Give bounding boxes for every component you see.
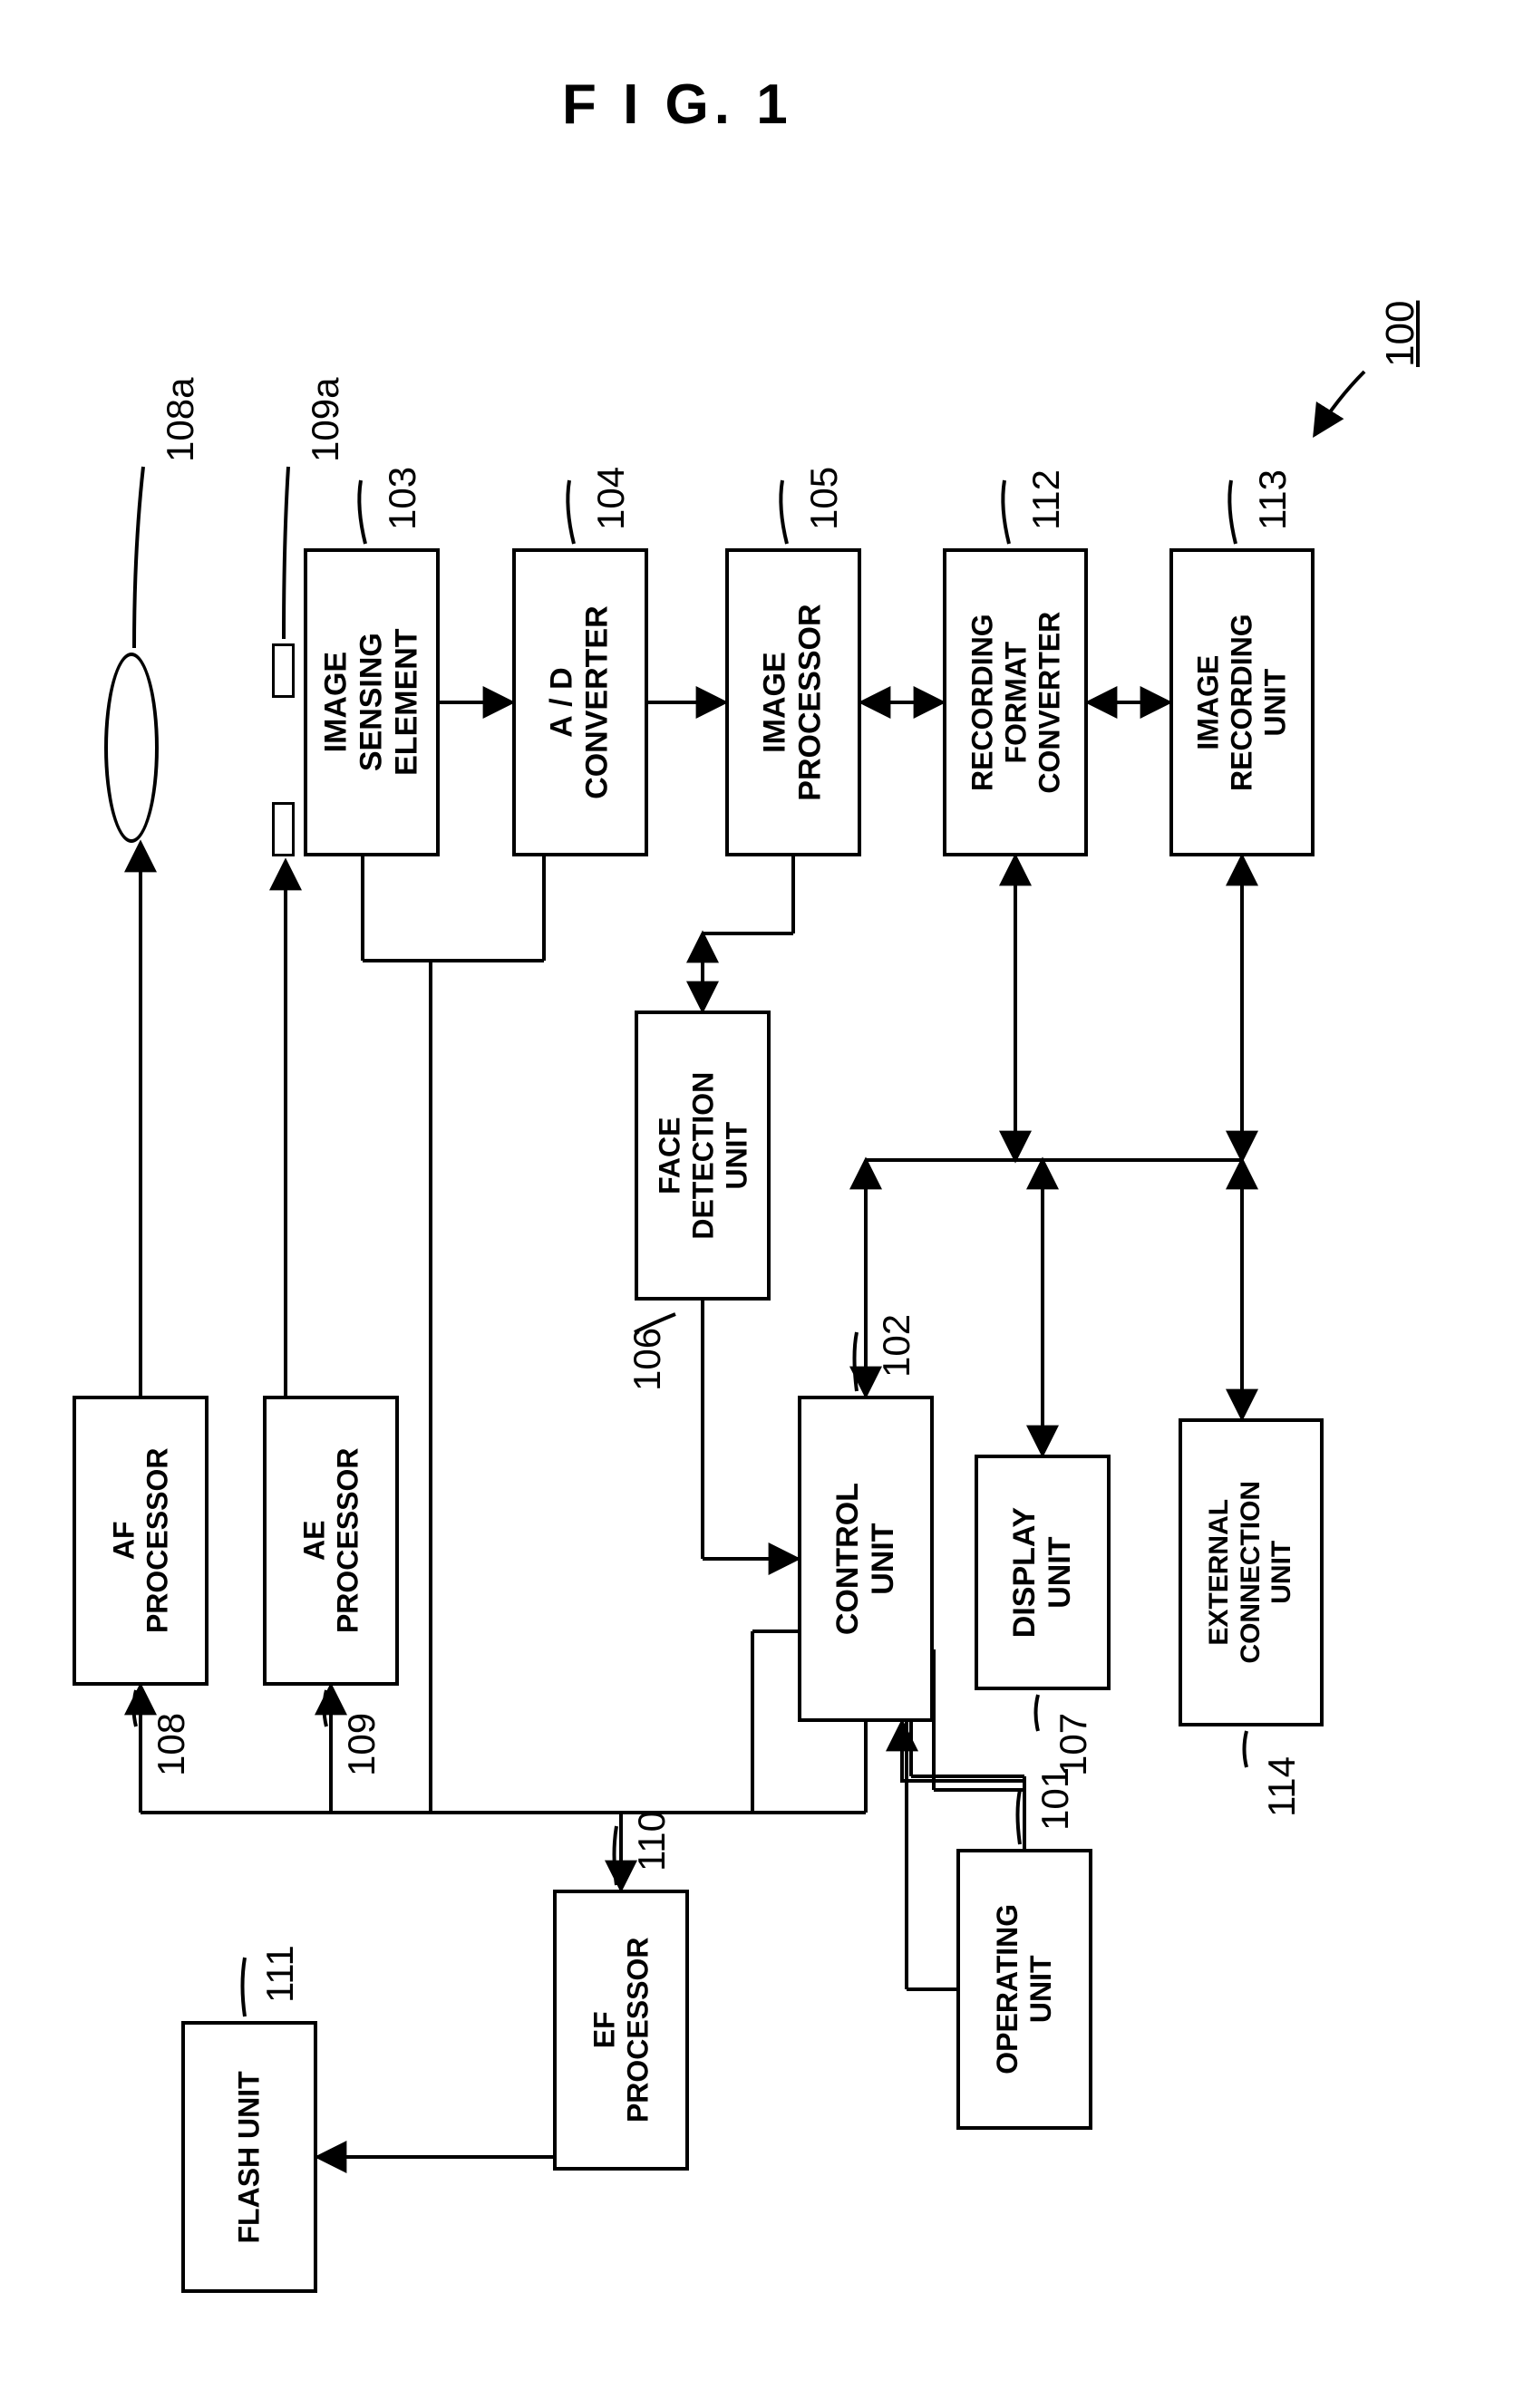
box-109-label: AEPROCESSOR [297,1448,364,1633]
box-106-label: FACEDETECTIONUNIT [653,1072,752,1240]
box-106: FACEDETECTIONUNIT [635,1011,771,1301]
label-110: 110 [630,1811,674,1871]
label-107: 107 [1052,1713,1095,1776]
box-112-label: RECORDINGFORMATCONVERTER [965,612,1065,794]
shutter-bot-109a [272,802,295,856]
box-104: A / DCONVERTER [512,548,648,856]
label-111: 111 [258,1945,302,2003]
box-111-label: FLASH UNIT [233,2071,267,2243]
diagram-page: F I G. 1 100 IMAGESENSINGELEMENT A / DCO… [0,0,1533,2408]
box-105: IMAGEPROCESSOR [725,548,861,856]
label-103: 103 [381,467,424,530]
box-114: EXTERNALCONNECTIONUNIT [1179,1418,1324,1726]
box-102: CONTROLUNIT [798,1396,934,1722]
box-113: IMAGERECORDINGUNIT [1169,548,1315,856]
box-104-label: A / DCONVERTER [545,605,616,798]
box-105-label: IMAGEPROCESSOR [758,604,829,800]
box-108: AFPROCESSOR [73,1396,209,1686]
box-103: IMAGESENSINGELEMENT [304,548,440,856]
box-109: AEPROCESSOR [263,1396,399,1686]
box-111: FLASH UNIT [181,2021,317,2293]
label-104: 104 [589,467,633,530]
box-110: EFPROCESSOR [553,1890,689,2171]
box-107-label: DISPLAYUNIT [1007,1507,1078,1638]
label-102: 102 [875,1314,918,1378]
box-112: RECORDINGFORMATCONVERTER [943,548,1088,856]
shutter-top-109a [272,643,295,698]
label-106: 106 [626,1328,669,1391]
label-112: 112 [1024,469,1068,530]
label-113: 113 [1251,469,1295,530]
system-ref-label: 100 [1378,301,1423,367]
label-105: 105 [802,467,846,530]
box-103-label: IMAGESENSINGELEMENT [318,629,424,776]
figure-title: F I G. 1 [562,73,793,137]
label-109a: 109a [304,378,347,462]
box-102-label: CONTROLUNIT [830,1483,901,1635]
figure-title-text: F I G. 1 [562,73,793,136]
box-108-label: AFPROCESSOR [107,1448,174,1633]
box-101: OPERATINGUNIT [956,1849,1092,2130]
box-107: DISPLAYUNIT [975,1455,1111,1690]
box-110-label: EFPROCESSOR [587,1938,655,2123]
label-108a: 108a [159,378,202,462]
box-114-label: EXTERNALCONNECTIONUNIT [1204,1481,1298,1664]
label-114: 114 [1260,1756,1304,1817]
label-101: 101 [1033,1767,1077,1831]
label-109: 109 [340,1713,383,1776]
lens-108a [104,653,159,843]
box-101-label: OPERATINGUNIT [991,1904,1058,2074]
box-113-label: IMAGERECORDINGUNIT [1192,614,1292,791]
label-108: 108 [150,1713,193,1776]
